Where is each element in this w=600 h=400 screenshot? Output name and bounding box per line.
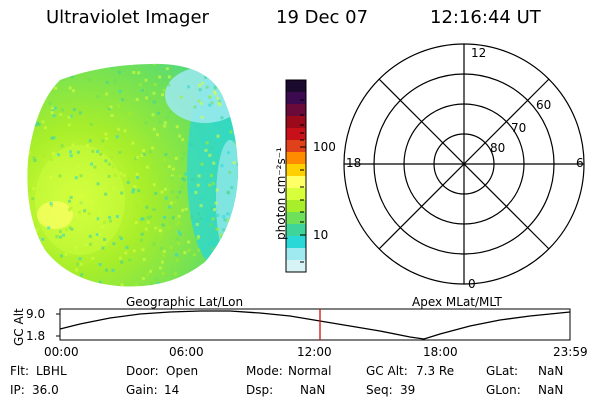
status-dsp-value: NaN (300, 383, 326, 397)
apex-label: Apex MLat/MLT (412, 295, 502, 309)
colorbar-swatch (286, 176, 306, 189)
image-time: 12:16:44 UT (430, 7, 541, 28)
colorbar-swatch (286, 128, 306, 141)
status-gcalt-value: 7.3 Re (416, 364, 455, 378)
status-mode-value: Normal (288, 364, 332, 378)
colorbar-swatch (286, 248, 306, 261)
status-ip-value: 36.0 (32, 383, 59, 397)
auroral-image (27, 63, 238, 287)
colorbar-frame (285, 79, 307, 273)
colorbar-swatch (286, 200, 306, 213)
colorbar-tick-10: 10 (313, 228, 329, 242)
x-tick-0600: 06:00 (169, 345, 204, 359)
colorbar-swatch (286, 236, 306, 249)
timeline-plot (56, 308, 571, 341)
status-door-value: Open (166, 364, 199, 378)
status-seq-key: Seq: (366, 383, 393, 397)
colorbar-swatch (286, 80, 306, 93)
colorbar-ticks (300, 99, 306, 263)
colorbar-swatch (286, 164, 306, 177)
status-flt-key: Flt: (10, 364, 29, 378)
x-tick-1200: 12:00 (297, 345, 332, 359)
status-seq-value: 39 (400, 383, 416, 397)
colorbar-swatch (286, 260, 306, 273)
status-glon-value: NaN (538, 383, 564, 397)
geographic-label: Geographic Lat/Lon (126, 295, 244, 309)
gc-alt-axis-title: GC Alt (12, 308, 26, 346)
altitude-curve (59, 310, 571, 340)
color-scale-bar (285, 79, 307, 273)
mlt-label-12: 12 (471, 46, 487, 60)
mlt-label-18: 18 (346, 156, 362, 170)
status-glat-value: NaN (538, 364, 564, 378)
y-tick-low: 1.8 (26, 329, 46, 343)
mlt-label-0: 0 (468, 277, 476, 291)
colorbar-swatch (286, 152, 306, 165)
colorbar-swatch (286, 116, 306, 129)
colorbar-swatch (286, 212, 306, 225)
polar-grid (343, 43, 585, 285)
colorbar-unit-label: photon cm⁻²s⁻¹ (274, 147, 288, 240)
colorbar-swatch (286, 140, 306, 153)
status-gcalt-key: GC Alt: (366, 364, 408, 378)
lat-label-60: 60 (536, 98, 552, 112)
status-door-key: Door: (126, 364, 159, 378)
status-glon-key: GLon: (486, 383, 521, 397)
status-mode-key: Mode: (246, 364, 283, 378)
x-tick-1800: 18:00 (423, 345, 458, 359)
status-gain-value: 14 (164, 383, 180, 397)
x-tick-2359: 23:59 (553, 345, 588, 359)
colorbar-swatch (286, 224, 306, 237)
colorbar-swatch (286, 104, 306, 117)
instrument-title: Ultraviolet Imager (46, 7, 209, 28)
x-tick-0000: 00:00 (44, 345, 79, 359)
status-flt-value: LBHL (36, 364, 67, 378)
status-ip-key: IP: (10, 383, 25, 397)
colorbar-swatch (286, 188, 306, 201)
colorbar-tick-100: 100 (313, 140, 336, 154)
y-tick-high: 9.0 (26, 307, 46, 321)
lat-label-80: 80 (490, 141, 506, 155)
status-gain-key: Gain: (126, 383, 158, 397)
lat-label-70: 70 (511, 121, 527, 135)
image-date: 19 Dec 07 (276, 7, 369, 28)
status-glat-key: GLat: (486, 364, 519, 378)
mlt-label-6: 6 (576, 156, 584, 170)
colorbar-swatch (286, 92, 306, 105)
status-dsp-key: Dsp: (246, 383, 274, 397)
